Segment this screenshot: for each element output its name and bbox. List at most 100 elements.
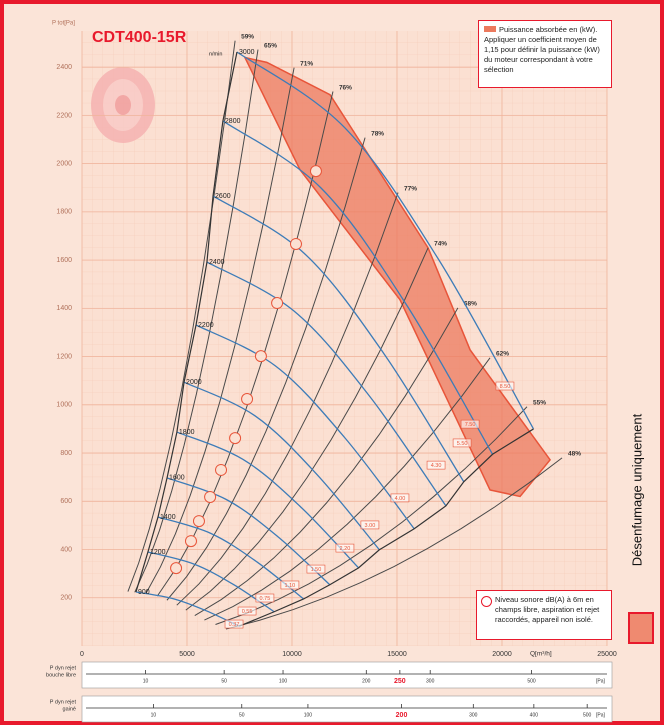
- pdyn-label: gainé: [63, 706, 76, 712]
- chart-title: CDT400-15R: [92, 29, 187, 46]
- power-label: 1.50: [311, 567, 322, 573]
- speed-label: 1200: [150, 549, 166, 556]
- power-legend: Puissance absorbée en (kW). Appliquer un…: [478, 20, 612, 88]
- y-tick-label: 800: [60, 450, 72, 457]
- efficiency-line: [127, 40, 236, 592]
- noise-point: [204, 490, 217, 503]
- y-tick-label: 2000: [56, 160, 72, 167]
- noise-point: [184, 535, 197, 548]
- y-tick-label: 600: [60, 498, 72, 505]
- power-label-box: [255, 593, 275, 603]
- power-label-box: [460, 419, 480, 429]
- y-tick-label: 1600: [56, 257, 72, 264]
- pdyn-unit: [Pa]: [596, 678, 606, 684]
- power-label-box: [452, 438, 472, 448]
- x-tick-label: 10000: [282, 651, 302, 658]
- y-tick-label: 1200: [56, 353, 72, 360]
- efficiency-line: [204, 357, 491, 621]
- speed-label: 2400: [209, 259, 225, 266]
- pdyn-tick-label: 250: [394, 678, 406, 685]
- pdyn-box: [81, 695, 613, 723]
- efficiency-label: 48%: [568, 451, 581, 458]
- side-note-text: Désenfumage uniquement: [629, 413, 645, 567]
- side-note: Désenfumage uniquement: [627, 380, 647, 600]
- speed-curve: [176, 431, 360, 569]
- noise-point: [229, 432, 242, 445]
- noise-point: [215, 463, 228, 476]
- speed-curve: [166, 477, 331, 586]
- pdyn-tick-label: 500: [583, 712, 592, 718]
- power-label: 0.75: [260, 596, 271, 602]
- noise-point: [309, 165, 322, 178]
- y-tick-label: 2200: [56, 112, 72, 119]
- power-label: 1.10: [285, 583, 296, 589]
- noise-point: [271, 297, 284, 310]
- speed-label: 2000: [186, 379, 202, 386]
- pdyn-label: P dyn rejet: [50, 665, 77, 671]
- power-label: 7.50: [465, 422, 476, 428]
- power-label: 0.55: [242, 609, 253, 615]
- y-tick-label: 1800: [56, 209, 72, 216]
- power-label-box: [335, 543, 355, 553]
- x-tick-label: 25000: [597, 651, 617, 658]
- speed-curve: [212, 195, 465, 483]
- y-tick-label: 400: [60, 546, 72, 553]
- speed-curve: [135, 591, 240, 627]
- efficiency-line: [166, 137, 366, 601]
- noise-point: [170, 562, 183, 575]
- power-legend-text: Puissance absorbée en (kW). Appliquer un…: [484, 25, 600, 74]
- pdyn-tick-label: 300: [469, 712, 478, 718]
- y-axis-label: P tot[Pa]: [52, 21, 75, 27]
- efficiency-line: [176, 192, 399, 606]
- efficiency-label: 78%: [371, 130, 384, 137]
- power-label: 5.50: [457, 441, 468, 447]
- power-label-box: [360, 520, 380, 530]
- speed-label: 3000: [239, 49, 255, 56]
- pdyn-tick-label: 10: [151, 712, 157, 718]
- power-band: [243, 56, 552, 498]
- efficiency-label: 68%: [464, 301, 477, 308]
- pdyn-tick-label: 50: [221, 678, 227, 684]
- power-label: 0.37: [229, 622, 240, 628]
- pdyn-unit: [Pa]: [596, 712, 606, 718]
- limit-line: [239, 428, 534, 627]
- pdyn-tick-label: 100: [304, 712, 313, 718]
- efficiency-line: [134, 49, 259, 593]
- efficiency-label: 77%: [404, 185, 417, 192]
- x-tick-label: 5000: [179, 651, 195, 658]
- y-tick-label: 200: [60, 595, 72, 602]
- speed-label: 2200: [198, 322, 214, 329]
- speed-label: 2600: [215, 193, 231, 200]
- speed-curve: [183, 381, 380, 551]
- speed-label: 1600: [169, 475, 185, 482]
- speed-curve: [222, 120, 494, 455]
- efficiency-label: 55%: [533, 399, 546, 406]
- efficiency-label: 59%: [241, 33, 254, 40]
- speed-curve: [236, 51, 535, 430]
- y-tick-label: 1000: [56, 402, 72, 409]
- x-tick-label: 20000: [492, 651, 512, 658]
- pdyn-tick-label: 500: [527, 678, 536, 684]
- power-label-box: [224, 619, 244, 629]
- power-label: 4.00: [395, 496, 406, 502]
- y-tick-label: 2400: [56, 64, 72, 71]
- pdyn-tick-label: 200: [396, 712, 408, 719]
- speed-label: 2800: [225, 118, 241, 125]
- power-label-box: [237, 606, 257, 616]
- power-label-box: [390, 493, 410, 503]
- efficiency-line: [156, 91, 334, 597]
- x-tick-label: 0: [80, 651, 84, 658]
- speed-label: 1800: [179, 429, 195, 436]
- speed-unit: n/min: [209, 51, 222, 57]
- efficiency-label: 76%: [339, 84, 352, 91]
- pdyn-label: bouche libre: [46, 672, 76, 678]
- speed-curve: [195, 324, 415, 530]
- efficiency-line: [145, 67, 295, 595]
- efficiency-label: 74%: [434, 241, 447, 248]
- noise-legend: Niveau sonore dB(A) à 6m en champs libre…: [476, 590, 612, 640]
- pdyn-box: [81, 661, 613, 689]
- noise-legend-symbol: [481, 596, 492, 607]
- pdyn-label: P dyn rejet: [50, 699, 77, 705]
- power-label: 8.50: [500, 384, 511, 390]
- x-axis-label: Q[m³/h]: [530, 651, 552, 658]
